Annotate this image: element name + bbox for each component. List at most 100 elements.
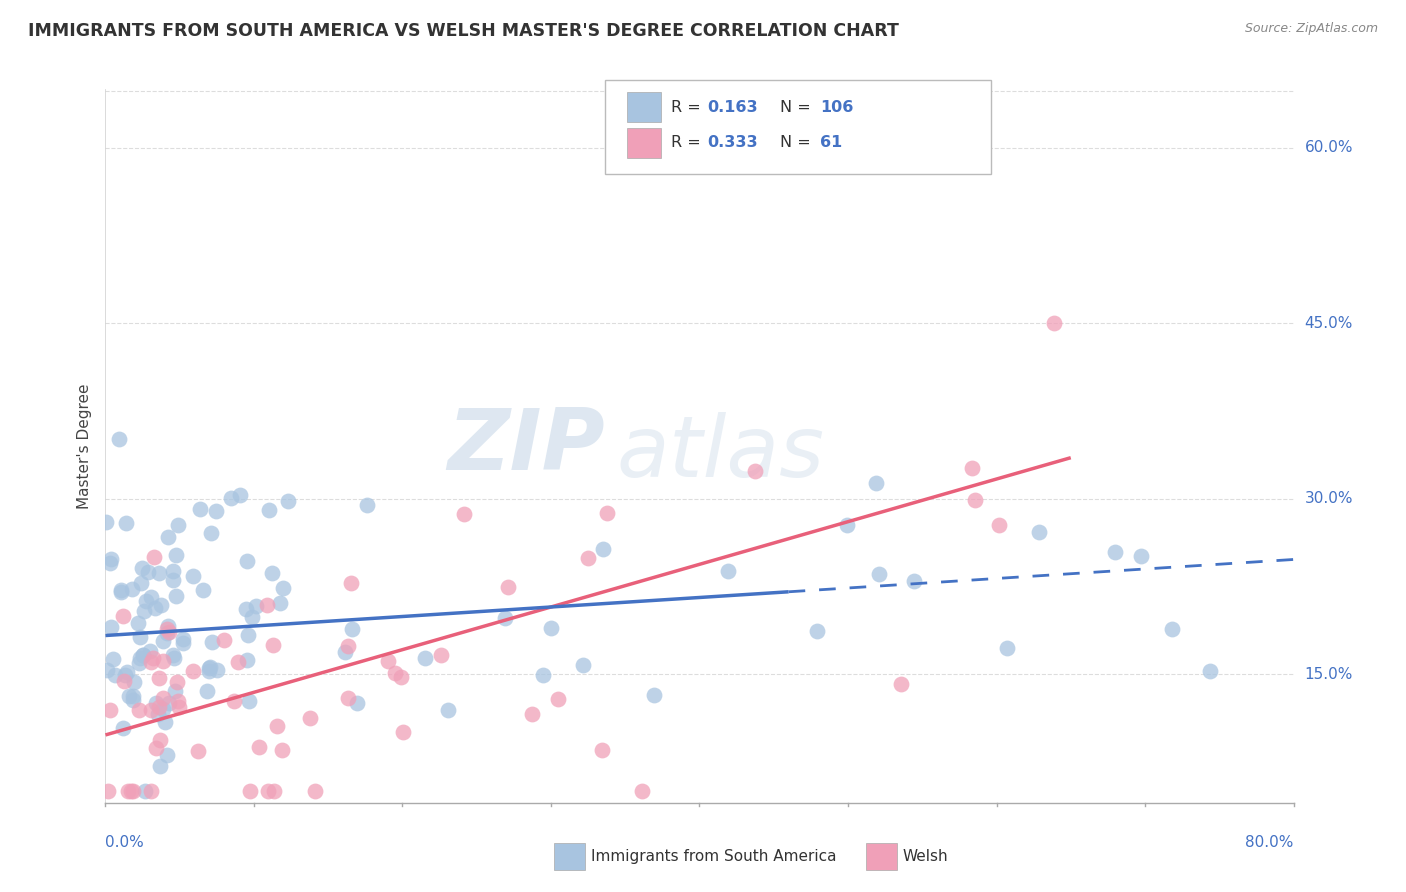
Point [117,784,139,798]
Point [145,740,167,755]
Point [995,640,1018,655]
Point [118,689,141,703]
Point [256,598,278,612]
Point [868,566,890,581]
Point [148,566,170,580]
Point [204,504,226,518]
Point [195,684,218,698]
Point [115,665,138,680]
Point [1028,525,1050,540]
Point [1043,316,1066,330]
Point [128,656,150,670]
Text: 15.0%: 15.0% [1305,666,1353,681]
Point [262,638,284,652]
Point [631,784,654,798]
Point [496,580,519,594]
Point [298,711,321,725]
Point [150,598,173,612]
Point [198,661,221,675]
Point [865,476,887,491]
Point [337,639,360,653]
Point [108,432,131,446]
Point [269,596,291,610]
Point [127,616,149,631]
Point [98,556,121,570]
Point [356,498,378,512]
Point [531,667,554,681]
Point [114,673,136,688]
Point [120,784,142,798]
Text: N =: N = [780,100,817,114]
Point [165,548,187,562]
Point [134,784,156,798]
Point [596,506,619,520]
Text: R =: R = [671,100,706,114]
Point [166,674,188,689]
Point [149,732,172,747]
Text: 80.0%: 80.0% [1246,836,1294,850]
Point [890,677,912,691]
Point [129,576,152,591]
Text: ZIP: ZIP [447,404,605,488]
Point [100,620,122,634]
Point [98,703,121,717]
Point [263,784,285,798]
Text: atlas: atlas [616,411,824,495]
Point [129,650,152,665]
Point [149,759,172,773]
Point [205,664,228,678]
Point [162,648,184,662]
Point [181,664,204,678]
Point [188,501,211,516]
Point [103,652,125,666]
Text: Welsh: Welsh [903,849,948,863]
Point [134,604,156,618]
Point [122,693,145,707]
Text: 61: 61 [820,136,842,150]
Point [592,542,614,557]
Text: 0.0%: 0.0% [105,836,145,850]
Point [172,632,194,647]
Text: 0.163: 0.163 [707,100,758,114]
Point [835,518,858,533]
Point [157,696,180,710]
Point [157,625,180,640]
Point [238,694,260,708]
Text: 0.333: 0.333 [707,136,758,150]
Point [97,784,120,798]
Point [153,714,176,729]
Point [430,648,453,662]
Point [141,590,163,604]
Point [226,655,249,669]
Point [139,644,162,658]
Point [262,566,284,580]
Point [520,706,543,721]
Point [183,569,205,583]
Point [247,740,270,755]
Point [277,493,299,508]
Point [1199,664,1222,678]
Text: Immigrants from South America: Immigrants from South America [591,849,837,863]
Point [437,703,460,717]
Point [221,491,243,505]
Point [131,561,153,575]
Point [643,688,665,702]
Point [148,672,170,686]
Point [239,784,262,798]
Point [152,633,174,648]
Point [572,657,595,672]
Point [717,564,740,578]
Point [240,610,263,624]
Point [167,517,190,532]
Text: R =: R = [671,136,706,150]
Point [136,565,159,579]
Text: N =: N = [780,136,817,150]
Point [152,702,174,716]
Point [235,554,257,568]
Point [257,784,280,798]
Point [257,503,280,517]
Point [162,650,184,665]
Point [304,784,326,798]
Point [122,675,145,690]
Point [141,703,163,717]
